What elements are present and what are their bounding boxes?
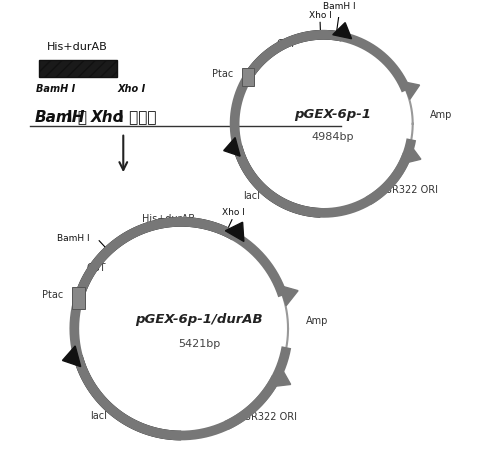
- Text: lacI: lacI: [244, 191, 261, 201]
- Text: 4984bp: 4984bp: [311, 132, 354, 142]
- Text: Xho: Xho: [91, 110, 124, 125]
- FancyBboxPatch shape: [38, 60, 116, 77]
- Text: His+durAB: His+durAB: [142, 214, 194, 224]
- Text: pBR322 ORI: pBR322 ORI: [378, 185, 437, 195]
- Text: I 双酶切: I 双酶切: [113, 110, 156, 125]
- Text: lacI: lacI: [91, 411, 108, 421]
- Text: GST: GST: [276, 39, 296, 49]
- Polygon shape: [272, 368, 291, 387]
- Polygon shape: [225, 222, 244, 241]
- Text: Ptac: Ptac: [42, 290, 63, 300]
- Polygon shape: [224, 138, 240, 156]
- FancyBboxPatch shape: [242, 68, 254, 86]
- Text: BamH: BamH: [34, 110, 85, 125]
- Text: Xho I: Xho I: [117, 84, 146, 94]
- Polygon shape: [333, 23, 352, 39]
- Text: pBR322 ORI: pBR322 ORI: [238, 412, 297, 422]
- Text: Xho I: Xho I: [222, 208, 244, 217]
- Text: His+durAB: His+durAB: [47, 42, 108, 52]
- Text: Amp: Amp: [305, 316, 328, 326]
- Text: 5421bp: 5421bp: [178, 339, 220, 349]
- Text: BamH I: BamH I: [37, 84, 75, 94]
- Polygon shape: [404, 145, 421, 163]
- Polygon shape: [403, 81, 420, 100]
- Polygon shape: [62, 346, 81, 366]
- Text: Ptac: Ptac: [212, 69, 233, 80]
- Text: BamH I: BamH I: [323, 1, 356, 11]
- Text: pGEX-6p-1/durAB: pGEX-6p-1/durAB: [135, 313, 263, 326]
- Text: GST: GST: [87, 263, 107, 273]
- Text: Amp: Amp: [430, 111, 452, 120]
- Text: Xho I: Xho I: [309, 11, 332, 20]
- Text: I 和: I 和: [67, 110, 92, 125]
- FancyBboxPatch shape: [72, 287, 85, 309]
- Polygon shape: [280, 286, 298, 306]
- Text: BamH I: BamH I: [57, 233, 90, 243]
- Text: pGEX-6p-1: pGEX-6p-1: [294, 108, 371, 121]
